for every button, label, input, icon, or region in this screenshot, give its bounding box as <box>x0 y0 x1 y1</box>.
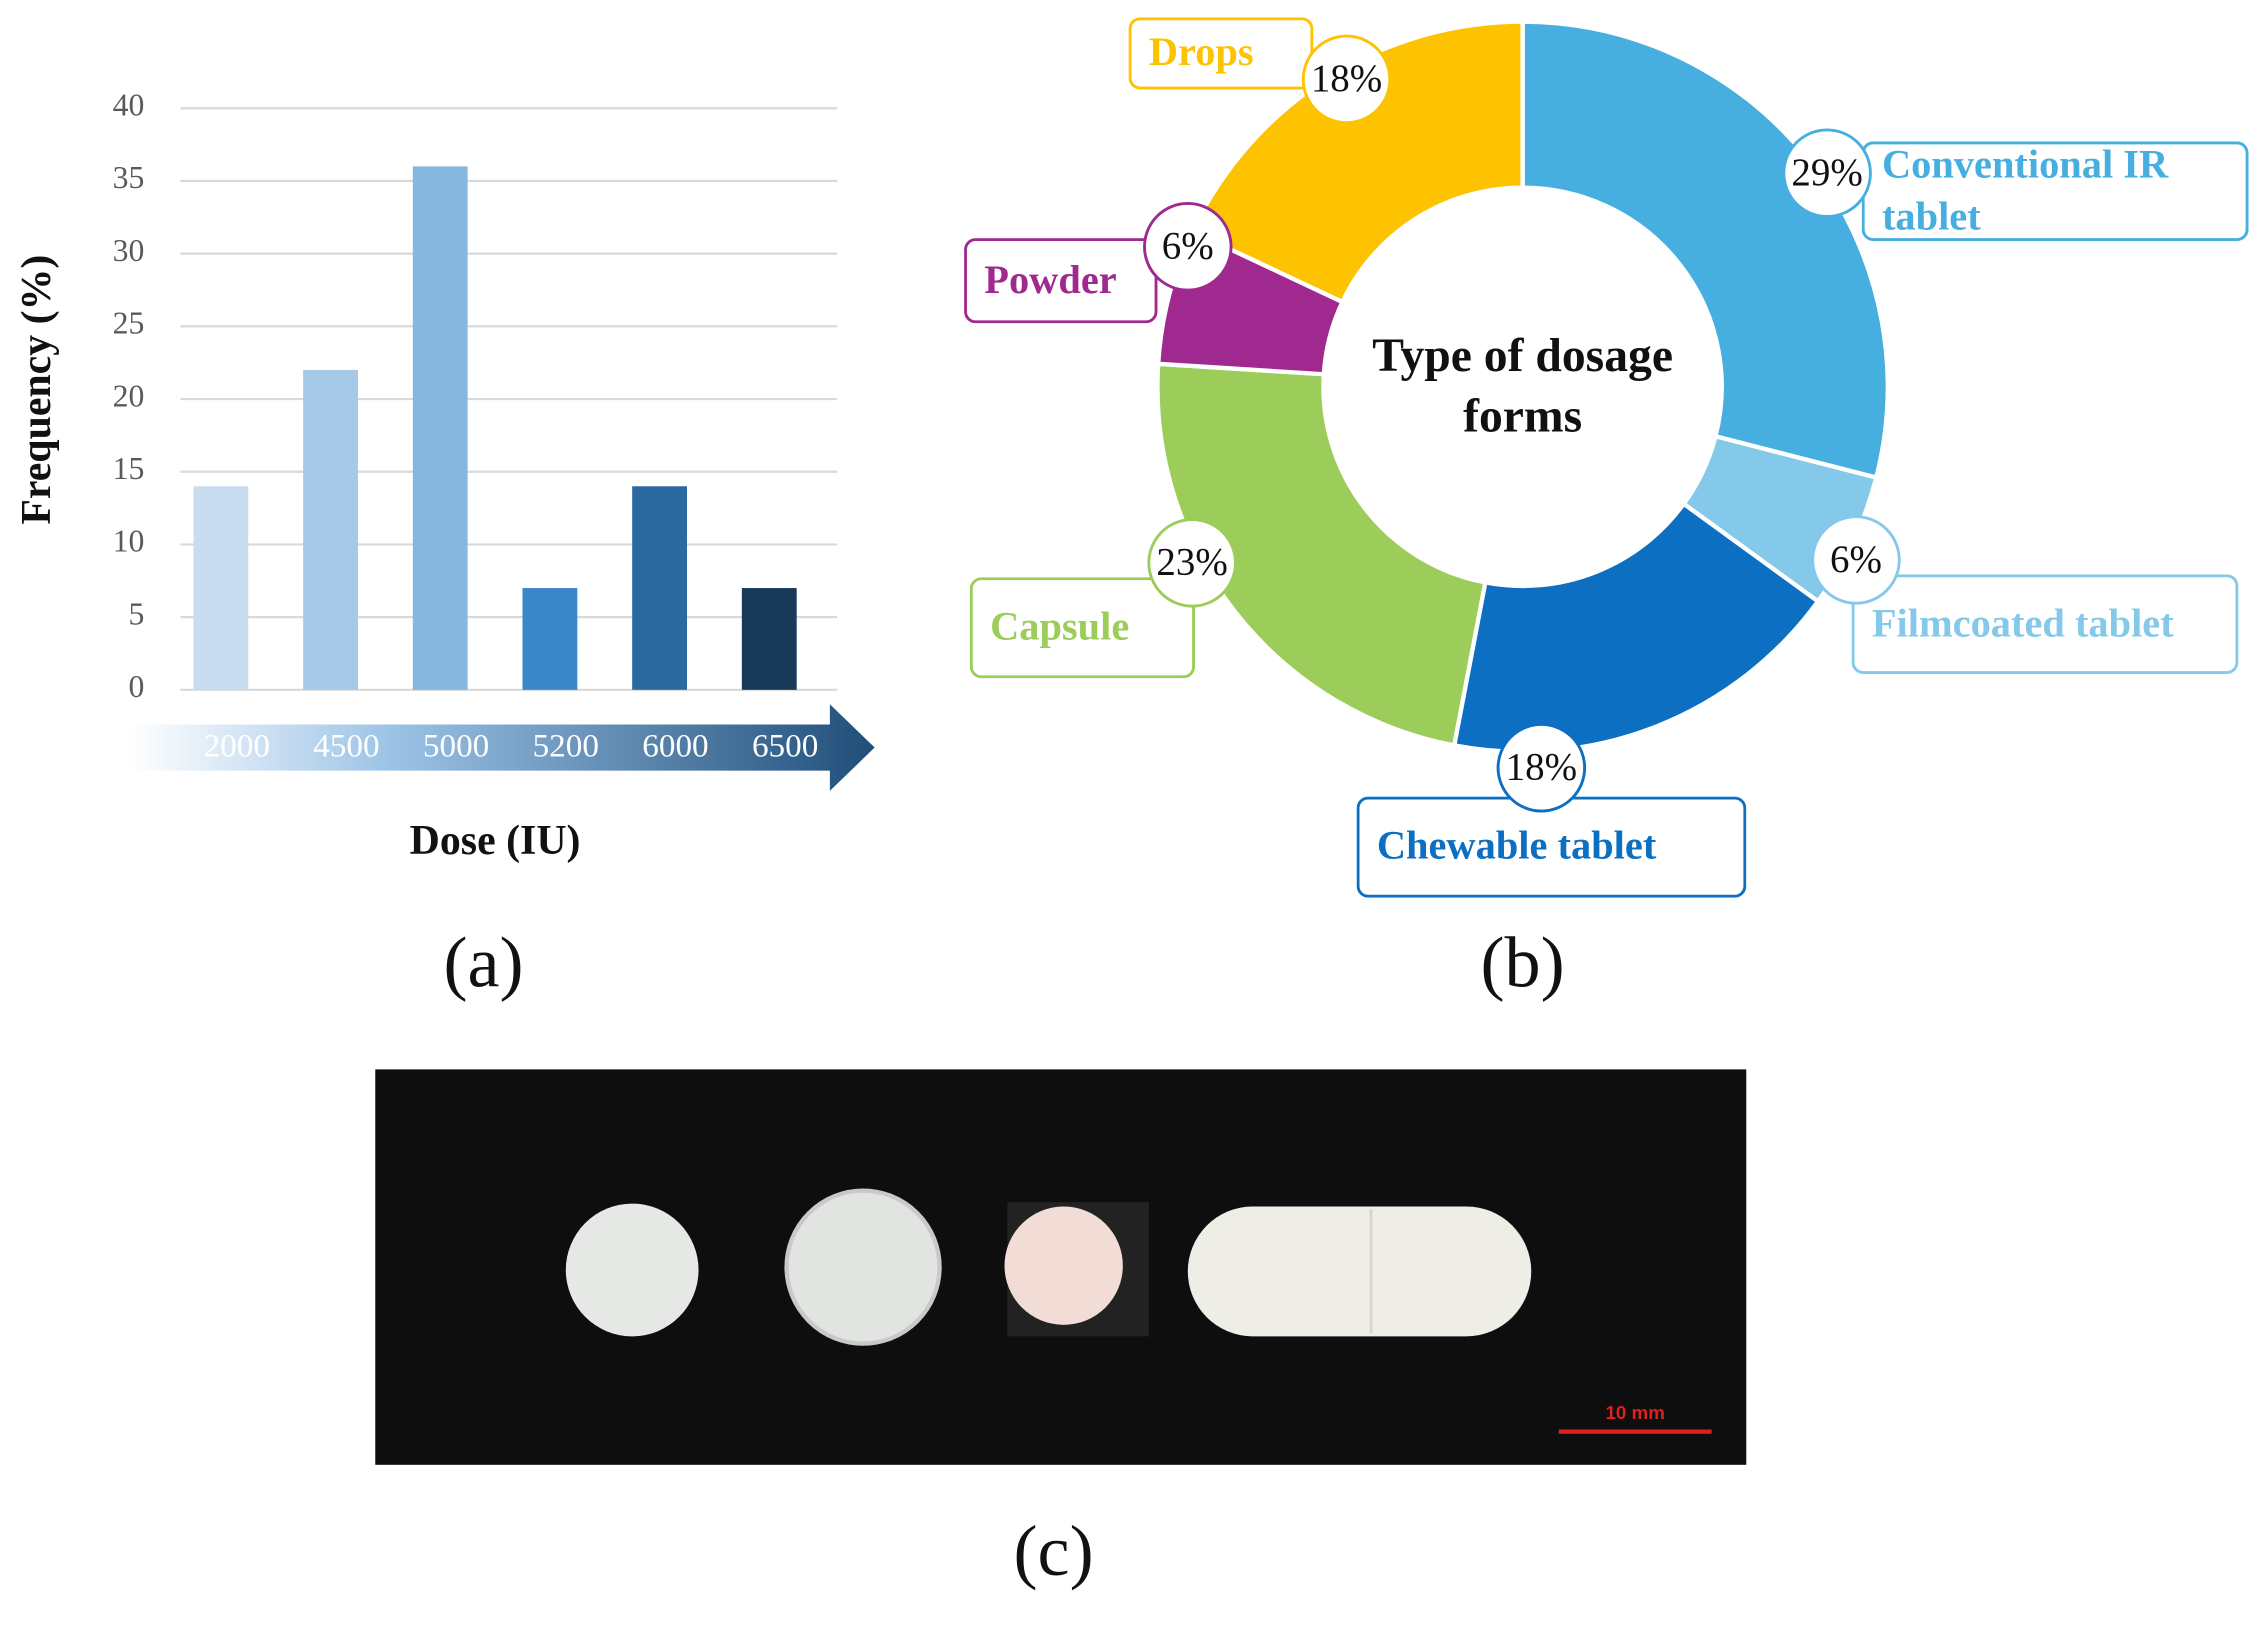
value-label-bg <box>1147 518 1237 608</box>
category-label-wrap: Chewable tablet <box>1356 796 1747 898</box>
donut-segment <box>1451 500 1822 755</box>
y-tick-label: 5 <box>129 596 145 631</box>
category-label-wrap: Conventional IR tablet <box>1861 141 2249 242</box>
bar <box>741 588 797 690</box>
x-tick-label: 6500 <box>752 728 818 765</box>
value-label-bg <box>1301 34 1392 125</box>
value-label-bg <box>1782 128 1872 218</box>
pill <box>565 1203 699 1337</box>
value-label: 18% <box>1506 746 1577 789</box>
y-axis-label: Frequency (%) <box>14 255 60 525</box>
x-arrow <box>129 704 875 791</box>
panel-label: (c) <box>1014 1511 1094 1591</box>
capsule <box>1187 1206 1532 1337</box>
value-label: 18% <box>1311 57 1382 100</box>
category-label: Chewable tablet <box>1356 796 1747 898</box>
y-tick-label: 0 <box>129 669 145 704</box>
x-axis-label: Dose (IU) <box>410 818 581 864</box>
y-tick-label: 10 <box>113 524 145 559</box>
center-label-wrap: Type of dosage forms <box>1372 330 1673 444</box>
x-tick-label: 4500 <box>313 728 379 765</box>
x-tick-label: 5000 <box>423 728 489 765</box>
value-label: 23% <box>1156 541 1227 584</box>
bar <box>632 486 688 690</box>
value-label: 6% <box>1830 538 1882 581</box>
value-label-bg <box>1811 515 1901 605</box>
category-label-wrap: Capsule <box>969 577 1195 679</box>
pill <box>784 1188 942 1346</box>
y-tick-label: 35 <box>113 160 145 195</box>
value-label-bg <box>1496 723 1587 813</box>
x-tick-label: 5200 <box>533 728 599 765</box>
y-tick-label: 15 <box>113 451 145 486</box>
category-label: Drops <box>1128 17 1314 90</box>
category-label: Capsule <box>969 577 1195 679</box>
value-label: 29% <box>1791 151 1862 194</box>
center-label: Type of dosage forms <box>1372 330 1673 444</box>
bar <box>522 588 578 690</box>
x-tick-label: 6000 <box>642 728 708 765</box>
bar <box>303 369 358 690</box>
value-label: 6% <box>1162 225 1214 268</box>
donut-segment <box>1189 19 1525 305</box>
donut-segment <box>1155 361 1488 748</box>
y-tick-label: 25 <box>113 306 145 341</box>
category-label-wrap: Drops <box>1128 17 1314 90</box>
bar <box>193 486 249 690</box>
category-label: Filmcoated tablet <box>1851 574 2239 674</box>
panel-label: (b) <box>1481 922 1565 1002</box>
value-label-bg <box>1143 202 1233 292</box>
category-label-wrap: Powder <box>964 238 1158 324</box>
y-tick-label: 20 <box>113 378 145 413</box>
x-tick-label: 2000 <box>204 728 270 765</box>
pill <box>1004 1206 1123 1325</box>
panel-label: (a) <box>443 922 523 1002</box>
bar <box>412 166 468 690</box>
scale-bar-label: 10 mm <box>1605 1402 1664 1423</box>
y-tick-label: 30 <box>113 233 145 268</box>
category-label-wrap: Filmcoated tablet <box>1851 574 2239 674</box>
donut-segment <box>1520 19 1890 481</box>
y-tick-label: 40 <box>113 88 145 123</box>
category-label: Powder <box>964 238 1158 324</box>
category-label: Conventional IR tablet <box>1861 141 2249 242</box>
